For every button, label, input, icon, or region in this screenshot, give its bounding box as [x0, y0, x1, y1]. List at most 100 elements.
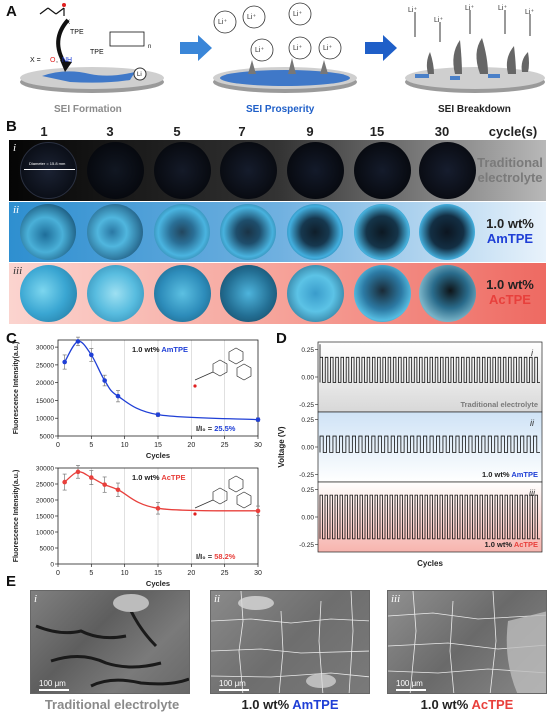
cycle-head-30: 30 — [434, 124, 450, 139]
oxygen-atom — [62, 3, 66, 7]
molecule-icon — [236, 363, 252, 381]
data-point — [62, 359, 67, 365]
panel-a-schematic: X TPE X = O , NH n TPE Li SEI Formation … — [20, 2, 545, 114]
svg-text:Li⁺: Li⁺ — [498, 5, 507, 12]
disc-i-3 — [87, 142, 144, 199]
y-tick-label: 20000 — [36, 498, 54, 505]
row-iii-roman: iii — [13, 265, 23, 277]
svg-text:X: X — [66, 20, 70, 26]
data-point — [155, 412, 161, 417]
molecule-bond — [194, 371, 214, 381]
scalebar-i: 100 μm — [39, 679, 69, 691]
data-point — [155, 506, 161, 511]
disc-i-1: Diameter = 15.8 mm — [20, 142, 77, 199]
row-iii-background: iii — [9, 263, 546, 324]
band-label-1: Traditional electrolyte — [460, 400, 538, 409]
ratio-label: I/I₀ = 25.5% — [196, 424, 236, 433]
scalebar-ii: 100 μm — [219, 679, 249, 691]
disc-iii-30 — [419, 265, 476, 322]
svg-text:NH: NH — [62, 57, 72, 64]
cycle-head-9: 9 — [306, 124, 314, 139]
voltage-trace-1 — [319, 344, 540, 383]
row-i-roman: i — [13, 142, 17, 154]
disc-iii-5 — [154, 265, 211, 322]
arrow-2 — [365, 35, 397, 61]
svg-text:n: n — [148, 44, 151, 50]
x-tick-label: 25 — [221, 442, 229, 449]
svg-text:Li⁺: Li⁺ — [293, 45, 302, 52]
y-tick-label: 0.25 — [301, 347, 314, 354]
voltage-trace-3 — [319, 494, 540, 540]
disc-i-7 — [220, 142, 277, 199]
ratio-label: I/I₀ = 58.2% — [196, 552, 236, 561]
band-roman-2: ii — [530, 418, 535, 428]
disc-iii-15 — [354, 265, 411, 322]
data-point — [115, 393, 121, 399]
disc-ii-7 — [220, 204, 276, 260]
sem-label-i: Traditional electrolyte — [44, 697, 180, 712]
row-i-label: Traditional electrolyte — [477, 155, 543, 185]
y-tick-label: 10000 — [36, 416, 54, 423]
x-tick-label: 0 — [56, 442, 60, 449]
disc-i-15 — [354, 142, 411, 199]
band-roman-1: i — [531, 348, 534, 358]
cycle-head-1: 1 — [40, 124, 48, 139]
svg-text:Li⁺: Li⁺ — [255, 47, 264, 54]
panel-letter-c: C — [6, 330, 17, 347]
disc-i-5 — [154, 142, 211, 199]
stage1-curved-arrow — [56, 18, 70, 66]
svg-text:,: , — [56, 57, 58, 64]
molecule-icon — [236, 491, 252, 509]
band-roman-3: iii — [529, 488, 536, 498]
x-tick-label: 20 — [187, 442, 195, 449]
svg-text:Li⁺: Li⁺ — [323, 45, 332, 52]
data-point — [75, 469, 81, 475]
sem-image-iii: iii 100 μm — [387, 590, 547, 694]
svg-text:O: O — [50, 57, 56, 64]
svg-text:Li⁺: Li⁺ — [293, 11, 302, 18]
svg-text:TPE: TPE — [90, 49, 104, 56]
panel-letter-b: B — [6, 118, 17, 135]
panel-letter-d: D — [276, 330, 287, 347]
x-tick-label: 5 — [89, 570, 93, 577]
y-tick-label: -0.25 — [299, 542, 314, 549]
x-tick-label: 10 — [121, 570, 129, 577]
row-ii-background: ii — [9, 202, 546, 262]
y-tick-label: 25000 — [36, 362, 54, 369]
y-tick-label: 5000 — [40, 434, 55, 441]
y-tick-label: -0.25 — [299, 472, 314, 479]
disc-iii-1 — [20, 265, 77, 322]
row-i-background: i Diameter = 15.8 mm — [9, 140, 546, 201]
arrow-1 — [180, 35, 212, 61]
svg-text:Li: Li — [137, 72, 142, 78]
svg-text:Li⁺: Li⁺ — [465, 5, 474, 12]
li-anchor — [133, 67, 147, 81]
svg-text:Li⁺: Li⁺ — [247, 14, 256, 21]
row-ii-roman: ii — [13, 204, 20, 216]
molecule-icon — [228, 475, 244, 493]
y-tick-label: 30000 — [36, 466, 54, 473]
y-tick-label: -0.25 — [299, 402, 314, 409]
y-tick-label: 20000 — [36, 380, 54, 387]
x-axis-label: Cycles — [146, 579, 170, 588]
disc-ii-5 — [154, 204, 210, 260]
panel-c-bottom-chart: 0 5 10 15 20 25 30 0 5000 10000 15000 20000 25000 300… — [13, 465, 262, 588]
sem-image-i: i 100 μm — [30, 590, 190, 694]
y-tick-label: 25000 — [36, 482, 54, 489]
x-tick-label: 0 — [56, 570, 60, 577]
sem-image-ii: ii 100 μm — [210, 590, 370, 694]
sem-label-ii: 1.0 wt% AmTPE — [241, 697, 339, 712]
stage-label-prosperity: SEI Prosperity — [246, 104, 315, 114]
x-tick-label: 5 — [89, 442, 93, 449]
disc-iii-9 — [287, 265, 344, 322]
data-point — [62, 479, 67, 485]
stage-label-breakdown: SEI Breakdown — [438, 104, 511, 114]
svg-text:Li⁺: Li⁺ — [434, 17, 443, 24]
data-point — [255, 417, 261, 422]
data-point — [75, 339, 81, 344]
legend: 1.0 wt% AcTPE — [132, 473, 186, 482]
x-tick-label: 25 — [221, 570, 229, 577]
scalebar-iii: 100 μm — [396, 679, 426, 691]
cycle-unit: cycle(s) — [488, 124, 538, 139]
stage2-sei-layer — [220, 70, 350, 86]
